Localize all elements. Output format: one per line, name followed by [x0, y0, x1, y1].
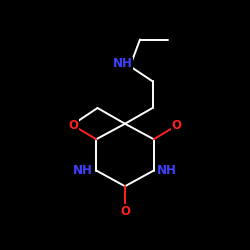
Text: O: O — [120, 205, 130, 218]
Text: NH: NH — [112, 57, 132, 70]
Text: NH: NH — [157, 164, 177, 177]
Text: O: O — [171, 119, 181, 132]
Text: NH: NH — [73, 164, 93, 177]
Text: O: O — [69, 119, 79, 132]
